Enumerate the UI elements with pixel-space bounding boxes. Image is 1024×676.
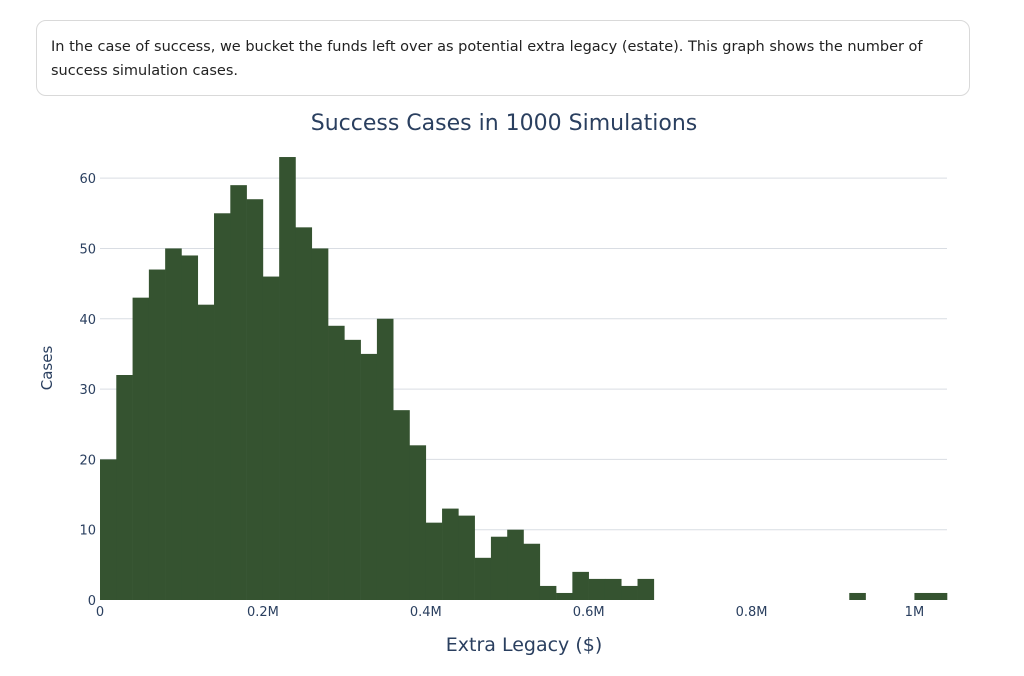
y-axis-title: Cases: [38, 346, 56, 391]
histogram-bar: [295, 227, 313, 600]
x-tick-label: 0.6M: [573, 605, 605, 620]
histogram-bar: [539, 585, 557, 600]
y-axis: 0 10 20 30 40 50 60: [79, 172, 96, 609]
histogram-bar: [132, 297, 150, 600]
histogram-bar: [393, 410, 410, 600]
x-tick-label: 1M: [905, 605, 925, 620]
chart-title: Success Cases in 1000 Simulations: [311, 111, 698, 136]
histogram-bar: [311, 248, 329, 600]
histogram-bar: [914, 592, 932, 600]
y-tick-label: 30: [79, 383, 96, 398]
histogram-bar: [490, 536, 508, 600]
y-tick-label: 0: [88, 594, 96, 609]
y-tick-label: 10: [79, 524, 96, 539]
histogram-bar: [376, 318, 394, 600]
description-text: In the case of success, we bucket the fu…: [51, 39, 923, 79]
histogram-bar: [425, 522, 443, 600]
histogram-bar: [572, 571, 589, 600]
histogram-bar: [165, 248, 182, 600]
histogram-bar: [474, 557, 492, 600]
histogram-bar: [344, 339, 361, 600]
histogram-bar: [409, 445, 427, 600]
histogram-bar: [930, 592, 948, 600]
x-tick-label: 0.2M: [247, 605, 279, 620]
y-tick-label: 60: [79, 172, 96, 187]
histogram-bar: [588, 578, 606, 600]
x-tick-label: 0: [96, 605, 104, 620]
histogram-bar: [328, 325, 345, 600]
histogram-bar: [507, 529, 524, 600]
histogram-bar: [849, 592, 866, 600]
y-tick-label: 20: [79, 453, 96, 468]
histogram-bar: [197, 304, 215, 600]
histogram-bar: [442, 508, 459, 600]
histogram-bar: [279, 157, 296, 600]
histogram-bar: [214, 213, 231, 600]
bars: [100, 157, 948, 600]
histogram-bar: [262, 276, 280, 600]
x-tick-label: 0.8M: [736, 605, 768, 620]
x-axis-title: Extra Legacy ($): [446, 634, 602, 656]
x-axis: 0 0.2M 0.4M 0.6M 0.8M 1M: [96, 605, 924, 620]
histogram-bar: [621, 585, 638, 600]
histogram-bar: [458, 515, 475, 600]
histogram-bar: [148, 269, 166, 600]
histogram-bar: [100, 459, 117, 600]
y-tick-label: 50: [79, 242, 96, 257]
histogram-bar: [181, 255, 199, 600]
histogram-bar: [604, 578, 622, 600]
y-tick-label: 40: [79, 313, 96, 328]
histogram-bar: [523, 543, 541, 600]
description-note: In the case of success, we bucket the fu…: [36, 20, 970, 96]
histogram-bar: [230, 185, 247, 600]
histogram-bar: [637, 578, 655, 600]
histogram-bar: [246, 199, 264, 600]
histogram-bar: [360, 353, 378, 600]
x-tick-label: 0.4M: [410, 605, 442, 620]
histogram-bar: [116, 375, 133, 600]
histogram-bar: [556, 592, 573, 600]
